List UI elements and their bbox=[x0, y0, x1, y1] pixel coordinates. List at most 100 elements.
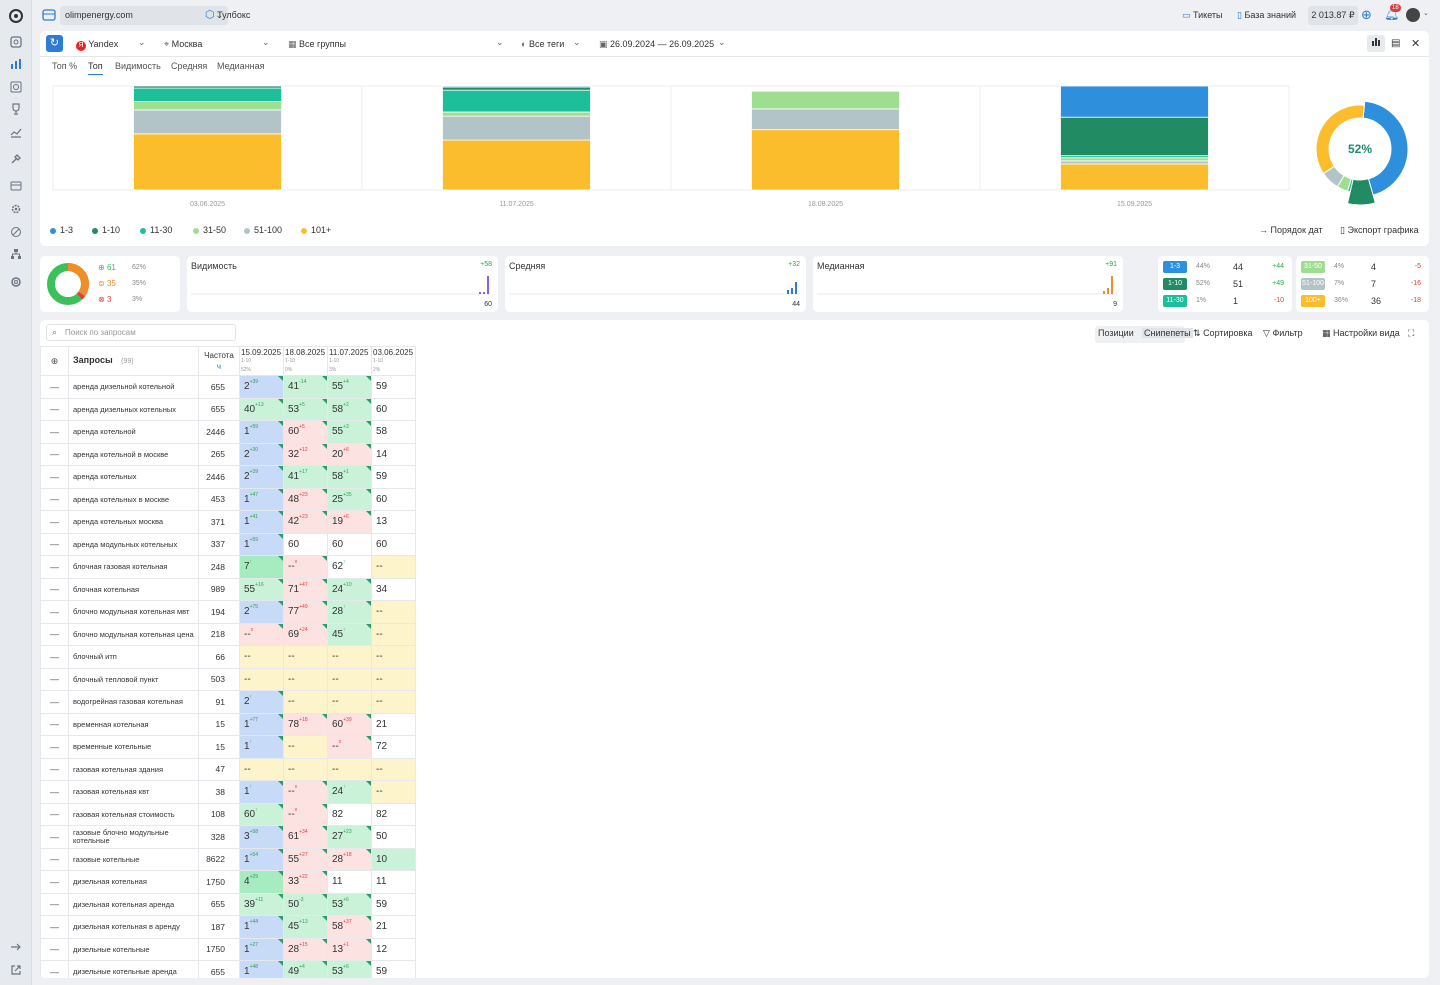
table-row[interactable]: — временные котельные 15 1↑ -- --x 72 bbox=[40, 735, 416, 759]
tab-top-percent[interactable]: Топ % bbox=[52, 61, 78, 71]
bar-segment-101+-18.08.2025[interactable] bbox=[751, 129, 900, 191]
row-toggle-icon[interactable]: — bbox=[40, 442, 69, 466]
row-toggle-icon[interactable]: — bbox=[40, 600, 69, 624]
position-cell[interactable]: 19+6 bbox=[327, 510, 372, 534]
table-row[interactable]: — аренда котельных москва 371 1+41 42+23 19+6… bbox=[40, 510, 416, 534]
analytics-icon[interactable] bbox=[8, 124, 24, 140]
row-toggle-icon[interactable]: — bbox=[40, 735, 69, 759]
bar-segment-1-10-03.06.2025[interactable] bbox=[133, 85, 282, 89]
position-cell[interactable]: 58+37 bbox=[327, 915, 372, 939]
query-header[interactable]: Запросы (99) bbox=[68, 346, 199, 376]
table-row[interactable]: — аренда котельных 2446 2+39 41+17 58+1 59 bbox=[40, 465, 416, 489]
toolbox-button[interactable]: ⬡ Тулбокс bbox=[205, 6, 250, 25]
row-toggle-icon[interactable]: — bbox=[40, 712, 69, 736]
query-cell[interactable]: аренда котельных в москве bbox=[68, 487, 199, 511]
query-cell[interactable]: временная котельная bbox=[68, 712, 199, 736]
query-cell[interactable]: дизельная котельная bbox=[68, 870, 199, 894]
region-select[interactable]: ⌖ Москва bbox=[164, 37, 202, 51]
row-toggle-icon[interactable]: — bbox=[40, 420, 69, 444]
position-cell[interactable]: 45+13 bbox=[283, 915, 328, 939]
chevron-down-icon[interactable]: ⌄ bbox=[138, 37, 146, 47]
position-cell[interactable]: -- bbox=[371, 757, 416, 781]
date-header-1[interactable]: 18.08.2025 1-10 0% bbox=[283, 346, 328, 376]
position-cell[interactable]: 60 bbox=[327, 532, 372, 556]
query-cell[interactable]: блочная газовая котельная bbox=[68, 555, 199, 579]
position-cell[interactable]: 1↑ bbox=[239, 735, 284, 759]
table-row[interactable]: — аренда котельных в москве 453 1+47 48+23 25… bbox=[40, 487, 416, 511]
position-cell[interactable]: 1+77 bbox=[239, 712, 284, 736]
table-row[interactable]: — дизельная котельная 1750 4+29 33+22 11 11 bbox=[40, 870, 416, 894]
chevron-down-icon[interactable]: ⌄ bbox=[496, 37, 504, 47]
position-cell[interactable]: 77+49 bbox=[283, 600, 328, 624]
position-cell[interactable]: -- bbox=[239, 645, 284, 669]
position-cell[interactable]: 24↑ bbox=[327, 780, 372, 804]
legend-item-101+[interactable]: 101+ bbox=[301, 225, 331, 235]
row-toggle-icon[interactable]: — bbox=[40, 645, 69, 669]
row-toggle-icon[interactable]: — bbox=[40, 802, 69, 826]
tab-average[interactable]: Средняя bbox=[171, 61, 208, 71]
position-cell[interactable]: 11 bbox=[327, 870, 372, 894]
position-cell[interactable]: 1+44 bbox=[239, 915, 284, 939]
bar-segment-31-50-18.08.2025[interactable] bbox=[751, 90, 900, 110]
position-cell[interactable]: 34 bbox=[371, 577, 416, 601]
export-file-icon[interactable]: ▤ bbox=[1391, 38, 1401, 49]
table-row[interactable]: — аренда дизельных котельных 655 40+13 53+5 5… bbox=[40, 397, 416, 421]
query-cell[interactable]: блочный итп bbox=[68, 645, 199, 669]
bar-segment-1-10-11.07.2025[interactable] bbox=[442, 86, 591, 91]
position-cell[interactable]: 50 bbox=[371, 825, 416, 849]
table-row[interactable]: — газовая котельная стоимость 108 60↑ --x 82 8… bbox=[40, 802, 416, 826]
audit-icon[interactable] bbox=[8, 224, 24, 240]
position-cell[interactable]: 59 bbox=[371, 960, 416, 978]
bar-segment-1-3-11.07.2025[interactable] bbox=[442, 85, 591, 88]
target-icon[interactable]: ⊕ bbox=[40, 346, 69, 376]
row-toggle-icon[interactable]: — bbox=[40, 375, 69, 399]
table-row[interactable]: — блочный тепловой пункт 503 -- -- -- -- bbox=[40, 667, 416, 691]
position-cell[interactable]: -- bbox=[371, 780, 416, 804]
position-cell[interactable]: -- bbox=[371, 645, 416, 669]
position-cell[interactable]: 78+18 bbox=[283, 712, 328, 736]
position-cell[interactable]: 48+23 bbox=[283, 487, 328, 511]
position-cell[interactable]: 41-14 bbox=[283, 375, 328, 399]
expand-arrow-icon[interactable] bbox=[8, 939, 24, 955]
table-row[interactable]: — временная котельная 15 1+77 78+18 60+39 21 bbox=[40, 712, 416, 736]
position-cell[interactable]: 1+54 bbox=[239, 847, 284, 871]
bar-segment-31-50-15.09.2025[interactable] bbox=[1060, 157, 1209, 162]
position-cell[interactable]: 1↑ bbox=[239, 780, 284, 804]
row-toggle-icon[interactable]: — bbox=[40, 577, 69, 601]
position-cell[interactable]: -- bbox=[371, 690, 416, 714]
view-positions-button[interactable]: Позиции bbox=[1098, 328, 1134, 338]
position-cell[interactable]: 2+75 bbox=[239, 600, 284, 624]
table-row[interactable]: — аренда котельной в москве 265 2+30 32+12 20… bbox=[40, 442, 416, 466]
position-cell[interactable]: 59 bbox=[371, 375, 416, 399]
competitors-icon[interactable] bbox=[8, 79, 24, 95]
position-cell[interactable]: 12 bbox=[371, 937, 416, 961]
position-cell[interactable]: 10 bbox=[371, 847, 416, 871]
domain-select[interactable]: olimpenergy.com ⌄ bbox=[60, 6, 228, 25]
position-cell[interactable]: 59 bbox=[371, 892, 416, 916]
position-cell[interactable]: 28+18 bbox=[327, 847, 372, 871]
position-cell[interactable]: 60+5 bbox=[283, 420, 328, 444]
balance[interactable]: 2 013.87 ₽ bbox=[1308, 6, 1358, 25]
date-range-select[interactable]: ▣ 26.09.2024 — 26.09.2025 bbox=[599, 37, 714, 51]
position-cell[interactable]: 13 bbox=[371, 510, 416, 534]
query-cell[interactable]: дизельные котельные аренда bbox=[68, 960, 199, 978]
query-cell[interactable]: газовые блочно модульные котельные bbox=[68, 825, 199, 849]
chart-view-icon[interactable] bbox=[1367, 35, 1385, 52]
position-cell[interactable]: 1+47 bbox=[239, 487, 284, 511]
position-cell[interactable]: 58 bbox=[371, 420, 416, 444]
search-input[interactable]: Поиск по запросам bbox=[46, 324, 236, 341]
table-row[interactable]: — газовые блочно модульные котельные 328 3+… bbox=[40, 825, 416, 849]
tools-icon[interactable] bbox=[8, 151, 24, 167]
position-cell[interactable]: 55+16 bbox=[239, 577, 284, 601]
trophy-icon[interactable] bbox=[8, 101, 24, 117]
legend-item-11-30[interactable]: 11-30 bbox=[140, 225, 172, 235]
query-cell[interactable]: блочная котельная bbox=[68, 577, 199, 601]
logo-icon[interactable] bbox=[8, 8, 24, 24]
position-cell[interactable]: 1+59 bbox=[239, 532, 284, 556]
query-cell[interactable]: дизельная котельная в аренду bbox=[68, 915, 199, 939]
position-cell[interactable]: 71+47 bbox=[283, 577, 328, 601]
position-cell[interactable]: 2+39 bbox=[239, 375, 284, 399]
position-cell[interactable]: 55+4 bbox=[327, 375, 372, 399]
settings-gear-icon[interactable] bbox=[8, 201, 24, 217]
position-cell[interactable]: 24+10 bbox=[327, 577, 372, 601]
